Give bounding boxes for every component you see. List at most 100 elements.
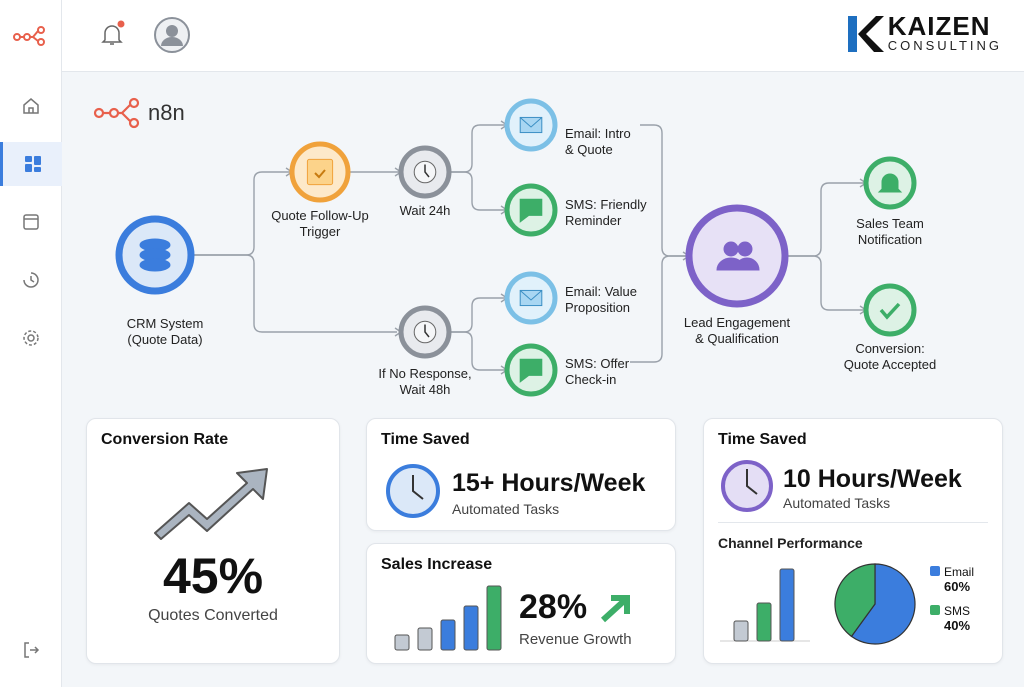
legend-sms: SMS 40% (930, 604, 974, 633)
clock-icon (386, 464, 440, 518)
users-icon (716, 241, 760, 271)
time-saved-card: Time Saved 15+ Hours/Week Automated Task… (366, 418, 676, 531)
notification-bell-icon[interactable] (98, 20, 126, 50)
mail-icon (519, 116, 543, 134)
clock-icon (721, 460, 773, 512)
conversion-rate-card: Conversion Rate 45% Quotes Converted (86, 418, 340, 664)
node-sms1[interactable]: SMS: Friendly Reminder (504, 183, 647, 237)
mail-icon (519, 289, 543, 307)
node-email1[interactable]: Email: Intro & Quote (504, 98, 631, 157)
connector (785, 182, 866, 257)
legend-label: SMS (944, 604, 971, 618)
connector (191, 171, 292, 256)
connector (449, 297, 507, 333)
divider (718, 522, 988, 523)
sales-bar (440, 619, 456, 651)
sales-bar (394, 634, 410, 651)
sales-label: Revenue Growth (519, 631, 632, 648)
sales-value: 28% (519, 588, 588, 626)
conversion-label: Quotes Converted (148, 607, 278, 624)
n8n-wordmark: n8n (148, 100, 185, 125)
legend-label: Email (944, 565, 975, 579)
clock-icon (413, 160, 437, 184)
connector (630, 255, 689, 363)
node-sms2[interactable]: SMS: Offer Check-in (504, 343, 630, 397)
connector (449, 124, 507, 173)
connector (191, 254, 397, 333)
node-label: Wait 24h (400, 203, 451, 218)
time-saved-value: 10 Hours/Week (783, 465, 962, 493)
sales-bar (486, 585, 502, 651)
node-label: Quote Follow-Up Trigger (271, 208, 369, 239)
node-label: SMS: Friendly Reminder (565, 197, 647, 228)
pie-slice (850, 563, 916, 645)
sidebar-item-history[interactable] (0, 258, 62, 302)
sidebar-item-logout[interactable] (0, 628, 62, 672)
node-label: Lead Engagement & Qualification (684, 315, 791, 346)
channel-bar (779, 568, 795, 642)
sidebar-item-home[interactable] (0, 84, 62, 128)
chat-icon (519, 198, 543, 223)
sales-bar (463, 605, 479, 651)
history-icon (23, 272, 39, 288)
connector (640, 124, 689, 257)
calendar-icon (23, 214, 39, 230)
node-label: Email: Value Proposition (565, 284, 637, 315)
node-wait48[interactable]: If No Response, Wait 48h (378, 305, 472, 397)
calendar-check-icon (306, 158, 334, 186)
node-label: Sales Team Notification (856, 216, 924, 247)
sidebar-item-settings[interactable] (0, 316, 62, 360)
channel-bar (733, 620, 749, 642)
node-label: Conversion: Quote Accepted (844, 341, 937, 372)
legend-value: 40% (944, 618, 971, 633)
kaizen-logo: KAIZEN CONSULTING (846, 13, 1002, 54)
node-email2[interactable]: Email: Value Proposition (504, 271, 637, 325)
chat-icon (519, 358, 543, 383)
sidebar (0, 0, 62, 687)
node-label: If No Response, Wait 48h (378, 366, 471, 397)
database-icon (139, 238, 171, 272)
node-notify[interactable]: Sales Team Notification (856, 156, 924, 247)
channel-bar-chart (720, 568, 810, 642)
node-label: CRM System (Quote Data) (127, 316, 204, 347)
kaizen-k-icon (847, 16, 884, 52)
brand-sub: CONSULTING (887, 38, 1002, 53)
pie-slice (834, 563, 876, 638)
legend-value: 60% (944, 579, 971, 594)
trend-up-arrow-icon (154, 468, 268, 540)
node-crm[interactable]: CRM System (Quote Data) (115, 215, 204, 347)
pie-legend: Email 60% SMS 40% (930, 565, 974, 633)
sales-increase-card: Sales Increase 28% Revenue Growth (366, 543, 676, 664)
dashboard-icon (24, 156, 41, 172)
time-saved-channel-card: Time Saved 10 Hours/Week Automated Tasks… (703, 418, 1003, 664)
card-title: Time Saved (381, 431, 470, 448)
n8n-logo-icon[interactable] (0, 14, 62, 58)
time-saved-label: Automated Tasks (783, 495, 891, 511)
node-wait24[interactable]: Wait 24h (398, 145, 452, 218)
card-title: Time Saved (718, 431, 807, 448)
settings-icon (23, 330, 39, 346)
card-title: Sales Increase (381, 556, 493, 573)
card-title: Conversion Rate (101, 431, 229, 448)
channel-title: Channel Performance (718, 535, 863, 551)
growth-arrow-icon (600, 595, 630, 623)
sidebar-item-calendar[interactable] (0, 200, 62, 244)
node-lead[interactable]: Lead Engagement & Qualification (684, 204, 791, 346)
check-icon (879, 302, 901, 320)
home-icon (23, 98, 39, 114)
node-trigger[interactable]: Quote Follow-Up Trigger (271, 141, 369, 239)
avatar[interactable] (154, 17, 190, 53)
sidebar-item-dashboard[interactable] (0, 142, 62, 186)
connector (449, 331, 507, 371)
legend-email: Email 60% (930, 565, 974, 594)
logout-icon (24, 642, 40, 658)
bell-icon (877, 173, 903, 193)
header: KAIZEN CONSULTING (62, 0, 1024, 72)
node-convert[interactable]: Conversion: Quote Accepted (844, 283, 937, 372)
channel-bar (756, 602, 772, 642)
time-saved-value: 15+ Hours/Week (452, 469, 646, 497)
sales-bar-chart (394, 585, 502, 651)
node-label: SMS: Offer Check-in (565, 356, 630, 387)
sales-bar (417, 627, 433, 651)
node-label: Email: Intro & Quote (565, 126, 631, 157)
